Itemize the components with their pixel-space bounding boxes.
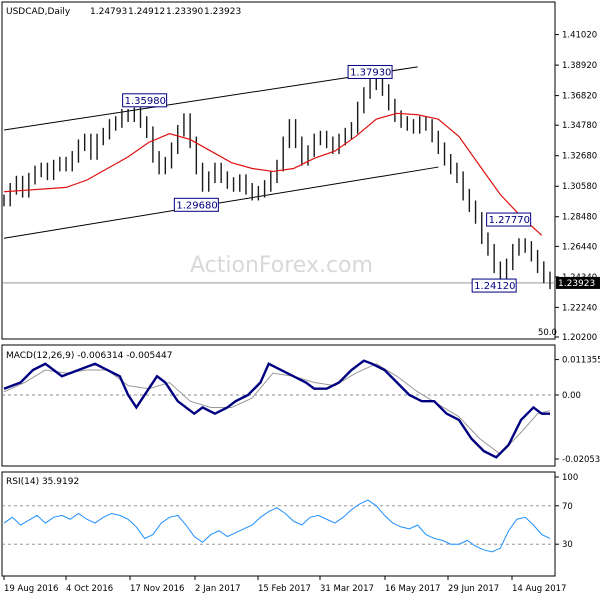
price-annotation: 1.29680 <box>173 197 219 212</box>
macd-tick-label: 0.00 <box>562 391 581 401</box>
rsi-tick-label: 100 <box>562 473 578 483</box>
ohlc-close: 1.23923 <box>204 7 241 17</box>
macd-panel <box>1 344 556 467</box>
rsi-tick-label: 70 <box>562 502 573 512</box>
rsi-tick-label: 30 <box>562 540 573 550</box>
price-annotations: 1.35980 1.29680 1.37930 1.27770 1.24120 <box>122 64 532 293</box>
annotation-box <box>471 278 517 293</box>
macd-line <box>3 359 550 459</box>
annotation-box <box>347 64 393 79</box>
ohlc-open: 1.24793 <box>90 7 127 17</box>
price-annotation: 1.24120 <box>471 278 517 293</box>
rsi-panel <box>1 471 556 577</box>
watermark: ActionForex.com <box>190 253 373 278</box>
annotation-box <box>122 93 168 108</box>
price-tick-label: 1.28480 <box>562 213 597 223</box>
macd-axis: 0.011355 0.00 -0.020531 <box>555 356 600 465</box>
rsi-line <box>3 499 551 553</box>
price-annotation: 1.35980 <box>122 93 168 108</box>
rsi-levels <box>2 505 555 545</box>
price-tick-label: 1.38920 <box>562 61 597 71</box>
macd-title: MACD(12,26,9) -0.006314 -0.005447 <box>6 351 172 361</box>
price-tick-label: 1.26440 <box>562 242 597 252</box>
rsi-series <box>3 499 551 553</box>
ohlc-low: 1.23390 <box>166 7 203 17</box>
price-annotation: 1.37930 <box>347 64 393 79</box>
macd-tick-label: -0.020531 <box>562 455 600 465</box>
rsi-title: RSI(14) 35.9192 <box>6 477 79 487</box>
annotation-label: 1.27770 <box>489 215 530 226</box>
ema-series <box>3 112 543 236</box>
date-tick-label: 19 Aug 2016 <box>4 584 58 594</box>
date-axis: 19 Aug 2016 4 Oct 2016 17 Nov 2016 2 Jan 20… <box>3 576 566 594</box>
annotation-label: 1.29680 <box>176 200 217 211</box>
date-tick-label: 17 Nov 2016 <box>130 584 184 594</box>
annotation-label: 1.37930 <box>350 67 391 78</box>
date-tick-label: 4 Oct 2016 <box>66 584 113 594</box>
rsi-axis: 100 70 30 <box>555 473 578 550</box>
price-tick-label: 1.41020 <box>562 31 597 41</box>
price-tick-label: 1.20200 <box>562 333 597 343</box>
macd-signal-series <box>3 363 551 455</box>
date-tick-label: 2 Jan 2017 <box>195 584 241 594</box>
macd-tick-label: 0.011355 <box>562 356 600 366</box>
current-price-box <box>556 276 600 289</box>
price-tick-label: 1.36820 <box>562 92 597 102</box>
macd-line-series <box>3 359 550 459</box>
price-annotation: 1.27770 <box>486 212 532 227</box>
price-axis: 1.41020 1.38920 1.36820 1.34780 1.32680 1.305… <box>555 31 597 343</box>
price-tick-label: 1.22240 <box>562 303 597 313</box>
ema-line <box>3 112 543 236</box>
date-tick-label: 31 Mar 2017 <box>320 584 374 594</box>
fib-text: 50.0 <box>538 328 557 338</box>
annotation-label: 1.24120 <box>474 281 515 292</box>
macd-signal-line <box>3 363 551 455</box>
price-tick-label: 1.30580 <box>562 182 597 192</box>
annotation-box <box>486 212 532 227</box>
price-tick-label: 1.32680 <box>562 152 597 162</box>
annotation-box <box>173 197 219 212</box>
price-series <box>3 75 551 290</box>
date-tick-label: 15 Feb 2017 <box>258 584 311 594</box>
annotation-label: 1.35980 <box>125 96 166 107</box>
date-tick-label: 16 May 2017 <box>385 584 440 594</box>
chart-symbol: USDCAD,Daily <box>6 7 71 17</box>
current-price-label: 1.23923 <box>558 279 595 289</box>
date-tick-label: 14 Aug 2017 <box>512 584 566 594</box>
price-tick-label: 1.34780 <box>562 121 597 131</box>
channel-lower-line <box>3 166 439 239</box>
ohlc-high: 1.24912 <box>128 7 165 17</box>
date-tick-label: 29 Jun 2017 <box>448 584 499 594</box>
